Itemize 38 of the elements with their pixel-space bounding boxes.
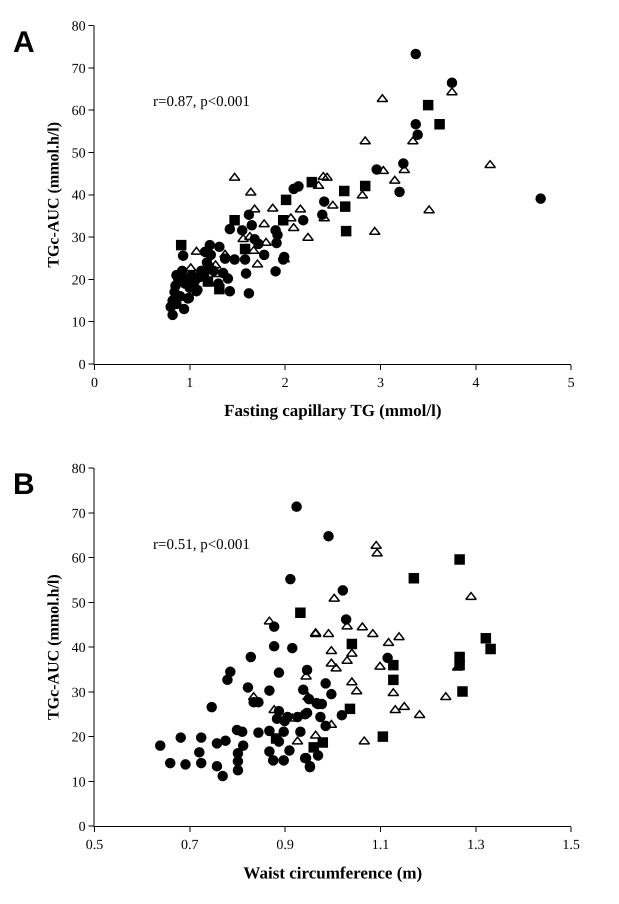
y-tick-label: 50: [72, 146, 86, 162]
y-tick-label: 30: [72, 686, 86, 701]
x-tick-label: 1: [186, 376, 194, 391]
x-tick-label: 0.7: [181, 838, 199, 853]
chart-title: A: [13, 26, 35, 59]
y-tick-label: 70: [72, 506, 86, 522]
y-tick-label: 0: [78, 820, 86, 836]
x-tick-label: 1.5: [562, 838, 580, 853]
y-axis-title: TGc-AUC (mmol.h/l): [46, 574, 63, 720]
x-axis-title: Fasting capillary TG (mmol/l): [224, 401, 442, 420]
y-axis-title: TGc-AUC (mmol.h/l): [46, 122, 63, 268]
x-tick-label: 5: [568, 376, 575, 391]
y-tick-label: 20: [72, 273, 86, 288]
y-tick-label: 0: [78, 358, 86, 373]
y-tick-label: 50: [72, 596, 86, 612]
x-axis-title: Waist circumference (m): [243, 863, 422, 882]
y-tick-label: 60: [72, 104, 86, 120]
y-tick-label: 10: [72, 316, 86, 331]
x-tick-label: 0.5: [86, 838, 104, 853]
x-tick-label: 1.3: [467, 838, 485, 853]
x-tick-label: 4: [472, 376, 480, 391]
annotation: r=0.51, p<0.001: [153, 537, 250, 553]
y-tick-label: 20: [72, 730, 86, 746]
y-tick-label: 40: [72, 641, 86, 656]
y-tick-label: 10: [72, 775, 86, 790]
y-tick-label: 80: [72, 462, 86, 478]
y-tick-label: 60: [72, 552, 86, 567]
annotation: r=0.87, p<0.001: [153, 94, 250, 110]
x-tick-label: 0.9: [276, 838, 294, 853]
y-tick-label: 80: [72, 20, 86, 35]
y-tick-label: 70: [72, 62, 86, 77]
y-tick-label: 30: [72, 231, 86, 246]
x-tick-label: 0: [90, 376, 98, 391]
x-tick-label: 3: [376, 376, 384, 391]
y-tick-label: 40: [72, 188, 86, 204]
x-tick-label: 2: [282, 376, 289, 391]
chart-title: B: [13, 468, 35, 501]
x-tick-label: 1.1: [372, 838, 390, 853]
